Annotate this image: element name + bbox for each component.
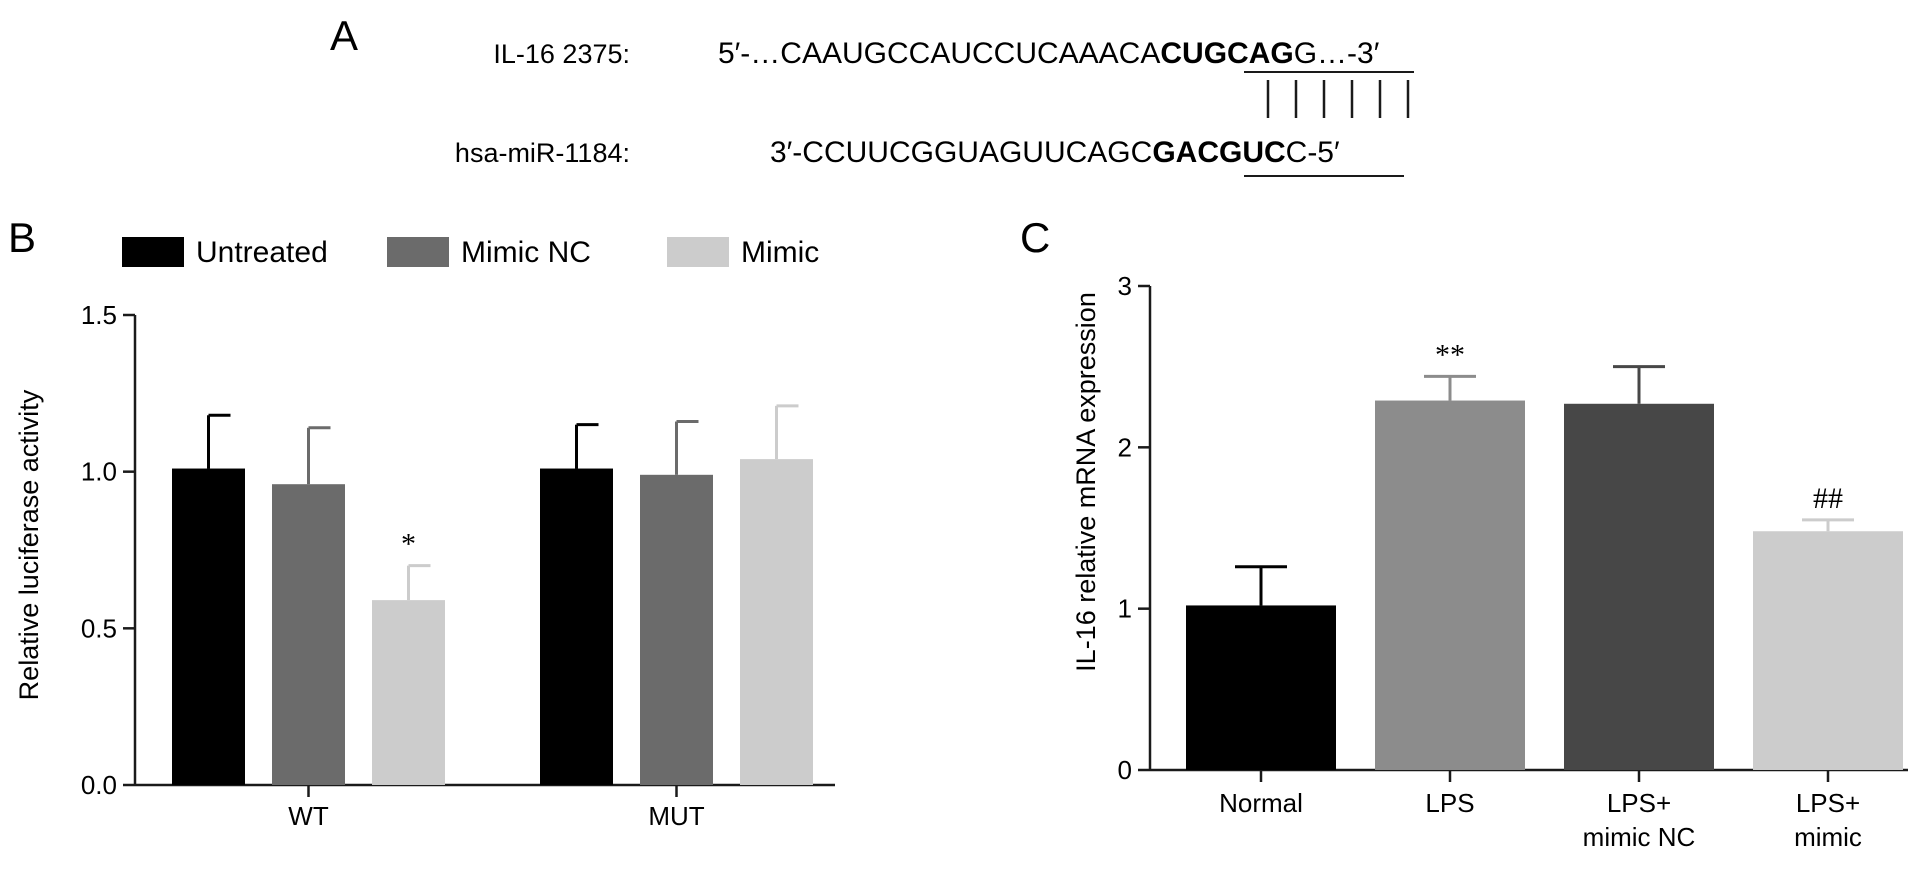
chart-b-bar [372, 600, 445, 785]
chart-c-bar [1375, 400, 1525, 770]
chart-b-bar [740, 459, 813, 785]
legend-label: Mimic NC [461, 236, 591, 269]
chart-b-y-tick-label: 1.5 [81, 300, 117, 330]
legend-swatch [122, 237, 184, 267]
chart-c-axes: 0 1 2 3 Normal LPS LPS+ mimic NC LPS+ mimic [1118, 271, 1908, 852]
chart-b-y-tick-label: 0.0 [81, 770, 117, 800]
chart-c-x-tick-label: LPS+ mimic [1794, 788, 1862, 852]
chart-c-significance-label: ## [1813, 482, 1843, 515]
chart-c: C IL-16 relative mRNA expression 0 1 2 3 Nor… [1020, 214, 1908, 852]
chart-c-significance-label: ** [1435, 338, 1465, 371]
legend-swatch [667, 237, 729, 267]
chart-c-bar [1753, 531, 1903, 770]
chart-c-y-tick-label: 0 [1118, 755, 1132, 785]
chart-b-bars: * [172, 404, 813, 785]
il16-row-label: IL-16 2375: [493, 39, 630, 69]
chart-c-x-tick-label: LPS [1425, 788, 1474, 818]
chart-b-bar [172, 468, 245, 785]
chart-b-bar [640, 474, 713, 785]
chart-b: B Untreated Mimic NC Mimic Relative lucife… [8, 214, 835, 831]
panel-b-label: B [8, 214, 36, 261]
panel-c-label: C [1020, 214, 1050, 261]
panel-a-label: A [330, 12, 358, 59]
chart-c-bar [1564, 403, 1714, 770]
pairing-lines [1244, 71, 1414, 177]
chart-c-bar [1186, 605, 1336, 770]
chart-c-y-tick-label: 2 [1118, 432, 1132, 462]
chart-b-y-axis-title: Relative luciferase activity [14, 389, 44, 700]
chart-c-x-tick-label: LPS+ mimic NC [1583, 788, 1696, 852]
chart-b-axes: 0.0 0.5 1.0 1.5 WT MUT [81, 300, 835, 831]
legend-swatch [387, 237, 449, 267]
mir1184-sequence: 3′-CCUUCGGUAGUUCAGCGACGUCC-5′ [770, 136, 1340, 169]
chart-b-y-tick-label: 0.5 [81, 613, 117, 643]
chart-b-y-tick-label: 1.0 [81, 457, 117, 487]
chart-b-bar [272, 484, 345, 785]
il16-sequence: 5′-…CAAUGCCAUCCUCAAACACUGCAGG…-3′ [718, 37, 1380, 70]
chart-c-y-tick-label: 1 [1118, 594, 1132, 624]
chart-b-bar [540, 468, 613, 785]
mir1184-row-label: hsa-miR-1184: [455, 138, 630, 168]
legend-label: Mimic [741, 236, 819, 269]
chart-c-y-axis-title: IL-16 relative mRNA expression [1071, 292, 1101, 672]
chart-b-significance-label: * [401, 528, 416, 561]
chart-b-x-tick-label: MUT [648, 801, 704, 831]
chart-b-x-tick-label: WT [288, 801, 329, 831]
chart-b-legend: Untreated Mimic NC Mimic [122, 236, 819, 269]
chart-c-x-tick-label: Normal [1219, 788, 1303, 818]
chart-c-y-tick-label: 3 [1118, 271, 1132, 301]
legend-label: Untreated [196, 236, 328, 269]
chart-c-bars: ** ## [1186, 338, 1903, 770]
